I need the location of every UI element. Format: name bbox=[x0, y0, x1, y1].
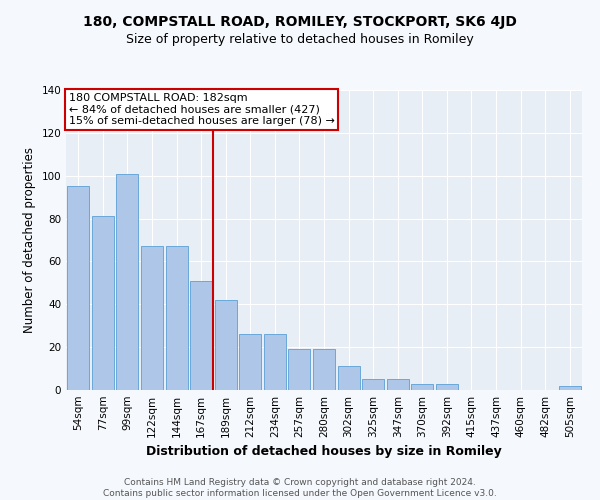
Bar bbox=[313, 350, 335, 390]
Bar bbox=[116, 174, 139, 390]
Bar bbox=[190, 280, 212, 390]
Bar bbox=[239, 334, 262, 390]
Bar bbox=[67, 186, 89, 390]
Text: Size of property relative to detached houses in Romiley: Size of property relative to detached ho… bbox=[126, 32, 474, 46]
Bar bbox=[362, 380, 384, 390]
X-axis label: Distribution of detached houses by size in Romiley: Distribution of detached houses by size … bbox=[146, 446, 502, 458]
Bar bbox=[141, 246, 163, 390]
Bar bbox=[166, 246, 188, 390]
Bar bbox=[215, 300, 237, 390]
Bar bbox=[386, 380, 409, 390]
Bar bbox=[436, 384, 458, 390]
Y-axis label: Number of detached properties: Number of detached properties bbox=[23, 147, 36, 333]
Bar bbox=[411, 384, 433, 390]
Bar bbox=[338, 366, 359, 390]
Bar bbox=[559, 386, 581, 390]
Bar bbox=[289, 350, 310, 390]
Text: 180 COMPSTALL ROAD: 182sqm
← 84% of detached houses are smaller (427)
15% of sem: 180 COMPSTALL ROAD: 182sqm ← 84% of deta… bbox=[68, 93, 334, 126]
Bar bbox=[92, 216, 114, 390]
Text: Contains HM Land Registry data © Crown copyright and database right 2024.
Contai: Contains HM Land Registry data © Crown c… bbox=[103, 478, 497, 498]
Text: 180, COMPSTALL ROAD, ROMILEY, STOCKPORT, SK6 4JD: 180, COMPSTALL ROAD, ROMILEY, STOCKPORT,… bbox=[83, 15, 517, 29]
Bar bbox=[264, 334, 286, 390]
